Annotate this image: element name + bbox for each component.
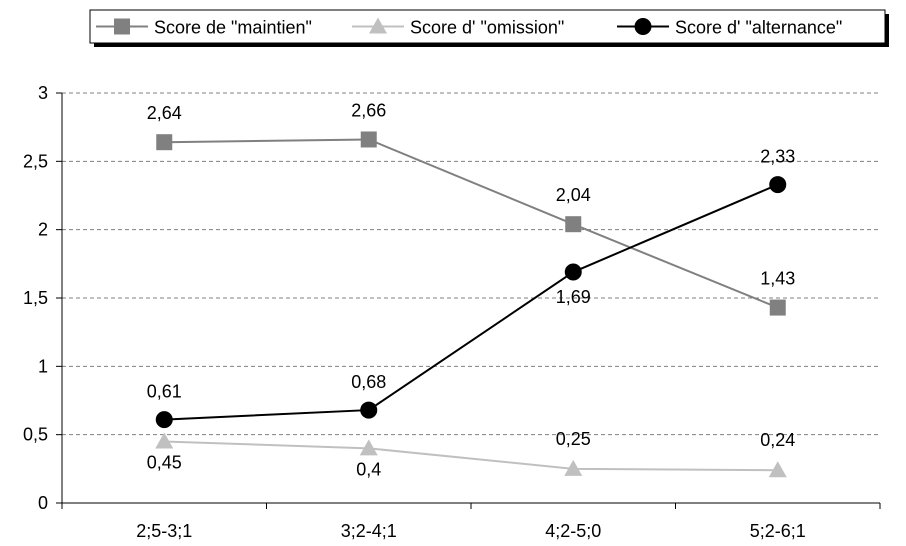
data-label: 2,33 <box>760 147 795 167</box>
y-tick-label: 0,5 <box>23 425 48 445</box>
legend-label: Score de "maintien" <box>154 18 312 38</box>
y-tick-label: 2 <box>38 220 48 240</box>
series-group <box>155 131 787 478</box>
data-label: 0,68 <box>351 372 386 392</box>
legend-marker <box>634 18 652 35</box>
series-line <box>164 183 779 421</box>
legend-item: Score d' "omission" <box>352 17 564 38</box>
data-label: 2,64 <box>147 103 182 123</box>
data-point <box>769 299 786 316</box>
data-label: 0,45 <box>147 453 182 473</box>
data-labels: 2,64 2,66 2,04 1,43 0,45 0,4 0,25 0,24 0,61 0,68 1… <box>147 100 796 479</box>
data-label: 2,66 <box>351 100 386 120</box>
legend: Score de "maintien" Score d' "omission" Sc… <box>89 9 889 47</box>
data-point <box>359 439 378 456</box>
legend-item: Score de "maintien" <box>96 18 312 38</box>
data-label: 0,25 <box>556 429 591 449</box>
data-point <box>155 411 173 429</box>
x-tick-label: 4;2-5;0 <box>545 521 601 541</box>
data-point <box>769 176 787 194</box>
y-tick-label: 1 <box>38 356 48 376</box>
data-point <box>360 131 377 148</box>
gridlines <box>62 92 880 436</box>
series-3 <box>155 176 787 429</box>
series-line <box>164 440 778 472</box>
legend-marker <box>114 18 130 35</box>
legend-label: Score d' "alternance" <box>675 18 842 38</box>
series-1 <box>156 131 786 316</box>
y-tick-label: 3 <box>38 83 48 103</box>
data-label: 2,04 <box>556 185 591 205</box>
data-point <box>156 134 173 151</box>
series-2 <box>155 432 787 478</box>
data-point <box>564 459 583 476</box>
series-line <box>164 138 779 309</box>
data-label: 1,69 <box>556 287 591 307</box>
data-point <box>564 263 582 281</box>
legend-marker <box>369 17 387 34</box>
legend-box <box>89 9 886 44</box>
data-point <box>768 461 787 478</box>
legend-item: Score d' "alternance" <box>617 18 842 38</box>
legend-label: Score d' "omission" <box>410 18 564 38</box>
x-tick-label: 5;2-6;1 <box>750 521 806 541</box>
data-label: 0,61 <box>147 382 182 402</box>
x-tick-label: 2;5-3;1 <box>136 521 192 541</box>
y-tick-label: 0 <box>38 493 48 513</box>
data-point <box>360 401 378 419</box>
data-point <box>565 216 582 233</box>
data-point <box>155 432 174 449</box>
y-tick-label: 1,5 <box>23 288 48 308</box>
x-tick-label: 3;2-4;1 <box>341 521 397 541</box>
data-label: 0,4 <box>356 459 381 479</box>
data-label: 1,43 <box>760 269 795 289</box>
y-tick-label: 2,5 <box>23 151 48 171</box>
data-label: 0,24 <box>760 430 795 450</box>
axes: 0 0,5 1 1,5 2 2,5 3 2;5-3;1 3;2-4;1 4;2-5;0 5;2-6;… <box>23 83 881 541</box>
